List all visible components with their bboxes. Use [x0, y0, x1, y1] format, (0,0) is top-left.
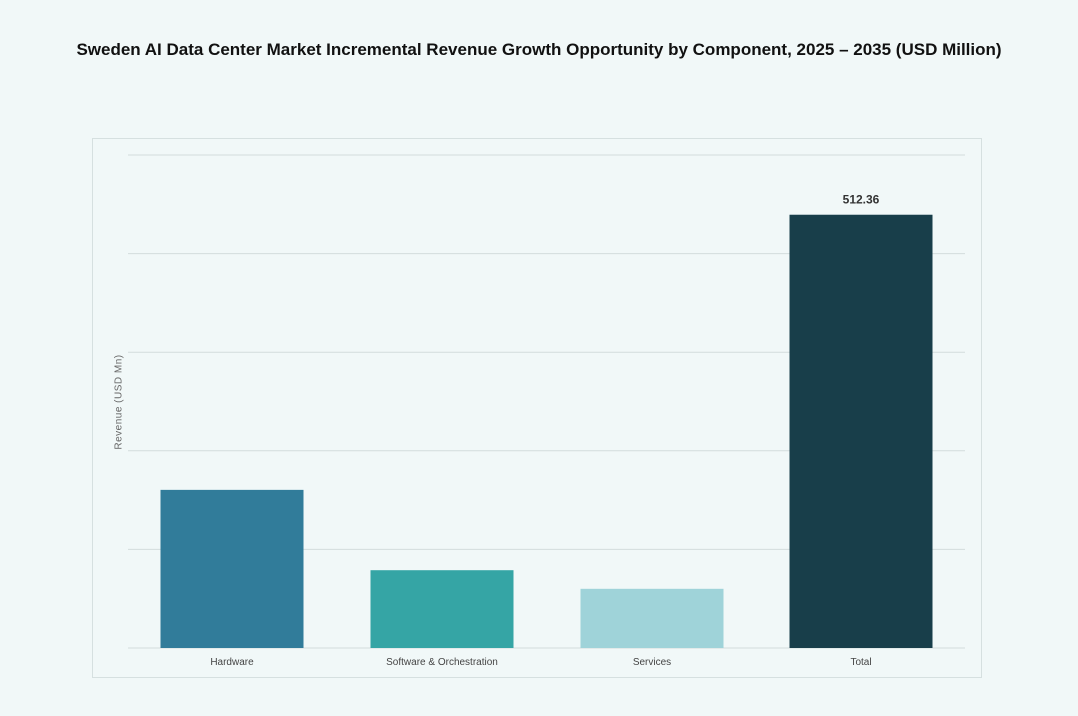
x-tick-label: Hardware — [210, 657, 254, 668]
data-label: 512.36 — [843, 193, 880, 207]
bar-software-orchestration — [370, 570, 514, 648]
bar-services — [580, 588, 724, 648]
x-tick-label: Services — [633, 657, 671, 668]
bar-hardware — [160, 489, 304, 648]
x-tick-label: Software & Orchestration — [386, 657, 498, 668]
plot-frame — [92, 138, 982, 678]
x-tick-label: Total — [850, 657, 871, 668]
bar-total — [789, 214, 933, 648]
chart-title: Sweden AI Data Center Market Incremental… — [76, 40, 1002, 59]
